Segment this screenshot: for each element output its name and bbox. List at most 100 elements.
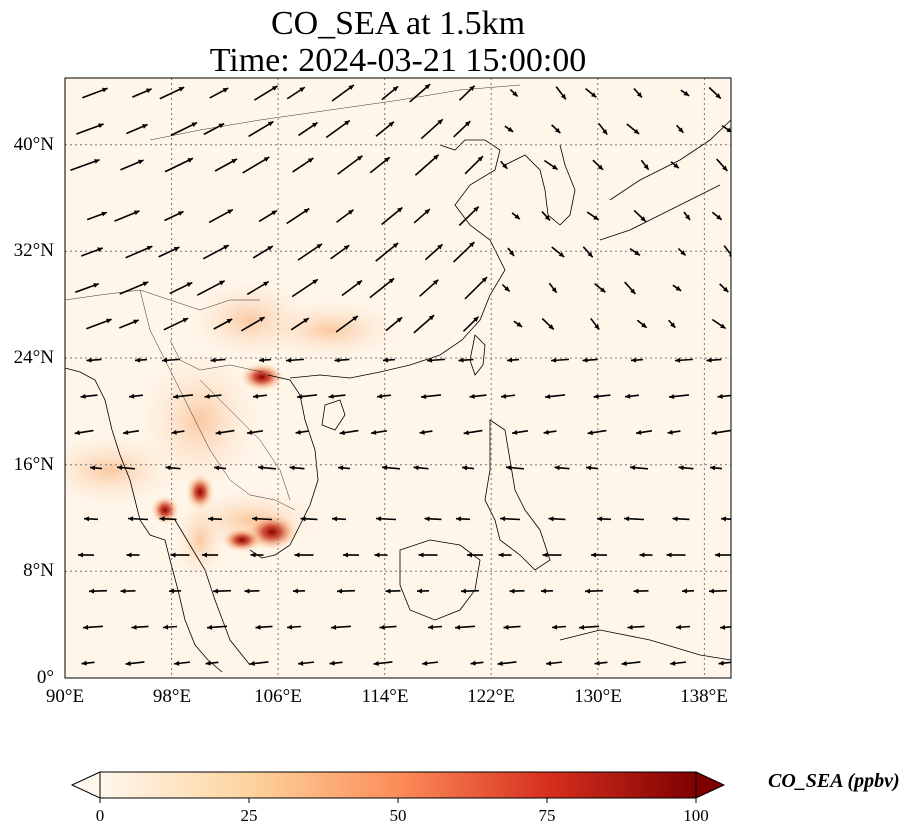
wind-arrowhead <box>715 93 721 99</box>
wind-arrowhead <box>670 322 676 328</box>
wind-arrow <box>464 276 488 300</box>
wind-arrowhead <box>593 393 599 399</box>
wind-arrowhead <box>303 318 309 324</box>
wind-arrowhead <box>344 120 350 126</box>
lon-tick-label: 114°E <box>361 686 409 707</box>
lon-tick-label: 138°E <box>680 686 728 707</box>
wind-arrowhead <box>582 357 588 363</box>
wind-arrowhead <box>169 588 175 594</box>
wind-arrowhead <box>676 624 682 630</box>
wind-arrowhead <box>424 84 431 90</box>
wind-arrowhead <box>133 319 139 325</box>
wind-arrowhead <box>643 164 649 170</box>
wind-arrowhead <box>255 624 261 630</box>
wind-arrowhead <box>129 393 135 399</box>
wind-arrow <box>723 245 731 256</box>
colorbar-tick-label: 50 <box>389 806 407 825</box>
wind-arrowhead <box>477 156 483 162</box>
wind-arrowhead <box>541 588 547 594</box>
wind-arrowhead <box>84 516 90 522</box>
wind-arrowhead <box>293 588 299 594</box>
wind-arrowhead <box>146 88 152 94</box>
wind-arrowhead <box>131 624 137 630</box>
wind-arrowhead <box>456 516 462 522</box>
wind-arrowhead <box>125 661 131 666</box>
wind-arrowhead <box>716 214 722 220</box>
wind-arrowhead <box>728 254 731 257</box>
wind-arrowhead <box>332 516 338 522</box>
wind-arrowhead <box>173 246 180 252</box>
wind-arrowhead <box>512 429 518 435</box>
wind-arrowhead <box>297 394 303 400</box>
wind-arrowhead <box>503 624 509 630</box>
wind-arrowhead <box>271 85 278 91</box>
wind-arrowhead <box>419 429 425 435</box>
wind-arrowhead <box>631 357 637 363</box>
wind-arrow <box>164 157 194 173</box>
wind-arrowhead <box>421 394 427 400</box>
wind-arrowhead <box>165 465 171 471</box>
wind-arrowhead <box>636 429 642 435</box>
wind-arrowhead <box>470 660 476 666</box>
colorbar-tick-label: 75 <box>538 806 556 825</box>
wind-arrowhead <box>718 660 724 666</box>
wind-arrowhead <box>506 465 512 471</box>
wind-arrowhead <box>89 588 95 594</box>
wind-arrowhead <box>587 430 593 436</box>
wind-arrow <box>369 277 395 299</box>
wind-arrowhead <box>422 660 428 666</box>
wind-arrowhead <box>396 207 403 213</box>
hotspot-cambodia <box>222 528 262 552</box>
wind-arrowhead <box>106 318 112 324</box>
wind-arrowhead <box>507 126 514 132</box>
wind-arrowhead <box>307 158 314 163</box>
wind-arrowhead <box>267 246 273 251</box>
wind-arrowhead <box>709 588 715 594</box>
wind-arrowhead <box>678 465 684 471</box>
wind-arrowhead <box>117 465 123 471</box>
wind-arrowhead <box>726 127 731 133</box>
colorbar-tick-label: 0 <box>95 806 105 825</box>
wind-arrowhead <box>170 552 176 558</box>
wind-arrowhead <box>102 87 108 93</box>
wind-arrowhead <box>352 315 358 321</box>
wind-arrowhead <box>593 215 599 220</box>
wind-arrowhead <box>392 86 399 92</box>
wind-arrowhead <box>218 123 225 129</box>
wind-arrowhead <box>469 85 475 91</box>
wind-arrowhead <box>673 163 679 169</box>
wind-arrowhead <box>263 281 269 287</box>
colorbar-extend-max <box>695 771 726 799</box>
wind-arrowhead <box>382 465 388 471</box>
wind-arrowhead <box>497 661 503 666</box>
wind-arrowhead <box>418 552 424 558</box>
wind-arrowhead <box>717 393 723 399</box>
wind-arrowhead <box>80 393 86 399</box>
wind-arrowhead <box>463 430 469 436</box>
wind-arrowhead <box>427 357 433 363</box>
wind-arrowhead <box>93 283 99 288</box>
wind-arrowhead <box>417 588 423 594</box>
colorbar-extend-min <box>70 771 101 799</box>
wind-arrowhead <box>633 128 640 135</box>
wind-arrowhead <box>554 465 560 471</box>
wind-arrowhead <box>551 287 557 293</box>
wind-arrowhead <box>294 552 300 558</box>
wind-arrowhead <box>81 660 87 666</box>
wind-arrowhead <box>222 88 229 93</box>
wind-arrowhead <box>328 393 334 399</box>
wind-arrowhead <box>205 660 211 666</box>
wind-arrowhead <box>250 552 256 558</box>
wind-arrowhead <box>128 516 134 522</box>
colorbar-gradient <box>100 772 696 798</box>
wind-arrowhead <box>432 279 439 285</box>
wind-arrowhead <box>675 357 681 363</box>
wind-arrow <box>70 159 100 171</box>
wind-arrow <box>119 281 149 295</box>
wind-arrowhead <box>289 465 295 471</box>
wind-arrowhead <box>560 93 566 100</box>
wind-arrowhead <box>208 516 214 522</box>
wind-arrowhead <box>720 323 726 329</box>
wind-arrowhead <box>98 123 104 129</box>
wind-arrowhead <box>481 277 488 283</box>
